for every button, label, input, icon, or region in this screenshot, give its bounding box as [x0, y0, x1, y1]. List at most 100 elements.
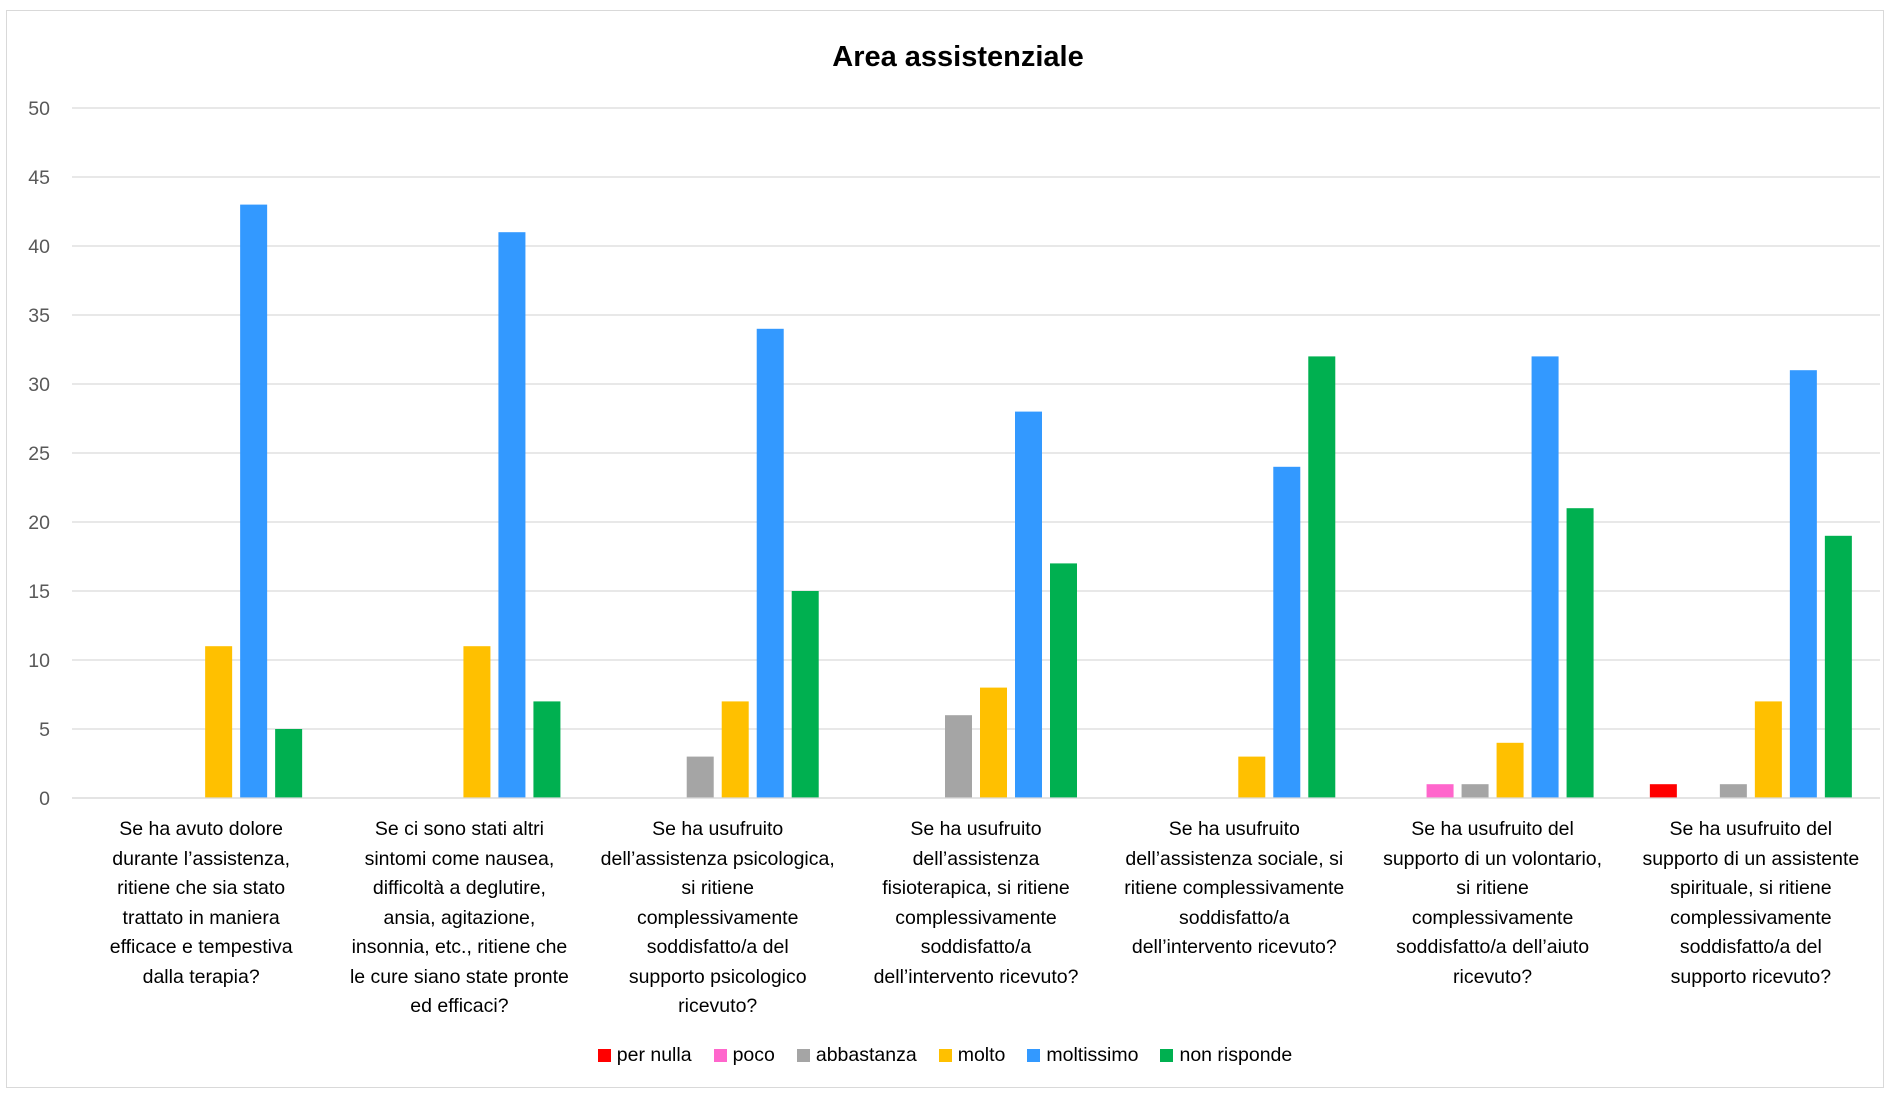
category-label: Se ha usufruito dell’assistenza psicologi…	[578, 815, 858, 1022]
legend-item: molto	[938, 1044, 1006, 1067]
bar-non-risponde-cat-1	[275, 729, 303, 798]
category-label-line: dell’assistenza	[912, 847, 1040, 870]
bar-moltissimo-cat-1	[240, 204, 268, 799]
bars	[72, 204, 1880, 799]
bar-abbastanza-cat-7	[1719, 784, 1747, 798]
legend-item: abbastanza	[796, 1044, 917, 1067]
bar-non-risponde-cat-4	[1050, 563, 1077, 798]
category-label-line: ritiene complessivamente	[1124, 877, 1345, 899]
category-label-line: dell’assistenza psicologica,	[600, 847, 835, 870]
bar-non-risponde-cat-5	[1308, 356, 1336, 798]
bar-abbastanza-cat-4	[945, 715, 972, 798]
category-label: Se ha avuto dolore durante l’assistenza, r…	[61, 815, 341, 992]
category-label-line: insonnia, etc., ritiene che	[351, 936, 568, 958]
legend-label: per nulla	[616, 1044, 692, 1066]
legend-swatch	[713, 1049, 727, 1062]
category-label: Se ha usufruito dell’assistenza sociale, …	[1094, 815, 1374, 963]
category-label-line: durante l’assistenza,	[112, 847, 291, 870]
category-label-line: supporto di un assistente	[1642, 847, 1860, 870]
category-label-line: complessivamente	[1670, 906, 1832, 929]
bar-non-risponde-cat-6	[1566, 508, 1594, 798]
bar-molto-cat-4	[980, 687, 1007, 798]
y-tick-label: 35	[28, 305, 50, 327]
bar-molto-cat-5	[1238, 756, 1266, 798]
category-label-line: ricevuto?	[1453, 965, 1533, 988]
legend-item: per nulla	[597, 1044, 692, 1067]
category-label-line: difficoltà a deglutire,	[372, 877, 546, 899]
y-tick-label: 15	[28, 581, 50, 603]
bar-abbastanza-cat-3	[686, 756, 714, 798]
bar-moltissimo-cat-4	[1015, 411, 1042, 798]
y-axis-tick-labels: 0 5 10 15 20 25 30 35 40 45 50	[28, 98, 50, 810]
legend-item: non risponde	[1160, 1044, 1292, 1067]
category-label-line: soddisfatto/a dell’aiuto	[1396, 936, 1590, 958]
bar-non-risponde-cat-2	[533, 701, 561, 798]
bar-non-risponde-cat-3	[791, 591, 819, 798]
bar-molto-cat-2	[463, 646, 491, 798]
legend-label: abbastanza	[815, 1044, 917, 1066]
category-label-line: si ritiene	[1456, 877, 1529, 899]
category-label-line: efficace e tempestiva	[109, 936, 293, 958]
gridlines	[72, 107, 1880, 799]
category-label-line: ed efficaci?	[410, 995, 509, 1017]
legend-swatch	[796, 1049, 810, 1062]
legend-label: non risponde	[1179, 1044, 1293, 1066]
category-label-line: ricevuto?	[678, 995, 758, 1017]
category-label-line: Se ha usufruito del	[1411, 818, 1574, 840]
category-label-line: soddisfatto/a	[1178, 906, 1290, 929]
category-label: Se ha usufruito del supporto di un assist…	[1611, 815, 1890, 992]
legend: per nulla poco abbastanza molto moltissimo no…	[0, 1044, 1890, 1067]
legend-swatch	[597, 1049, 611, 1062]
category-label-line: dell’intervento ricevuto?	[873, 965, 1079, 988]
y-tick-label: 20	[28, 512, 50, 534]
bar-moltissimo-cat-6	[1531, 356, 1559, 798]
category-label-line: supporto di un volontario,	[1383, 847, 1603, 870]
category-label: Se ci sono stati altri sintomi come nause…	[319, 815, 599, 1022]
category-label-line: ansia, agitazione,	[383, 906, 536, 929]
category-label-line: complessivamente	[895, 906, 1057, 929]
category-label-line: Se ha usufruito	[1168, 818, 1300, 840]
category-label-line: Se ha avuto dolore	[119, 818, 283, 840]
bar-per-nulla-cat-7	[1649, 784, 1677, 798]
y-tick-label: 50	[28, 98, 50, 120]
bar-abbastanza-cat-6	[1461, 784, 1489, 798]
y-tick-label: 45	[28, 167, 50, 189]
y-tick-label: 0	[39, 788, 50, 810]
category-label-line: soddisfatto/a del	[1679, 936, 1822, 958]
category-label-line: complessivamente	[1411, 906, 1574, 929]
chart-title: Area assistenziale	[832, 41, 1083, 73]
legend-item: moltissimo	[1027, 1044, 1138, 1067]
legend-label: poco	[732, 1044, 775, 1066]
category-label-line: dell’assistenza sociale, si	[1125, 847, 1344, 870]
category-label-line: trattato in maniera	[122, 906, 280, 929]
category-label-line: fisioterapica, si ritiene	[882, 877, 1070, 899]
legend-label: moltissimo	[1046, 1044, 1139, 1066]
legend-swatch	[938, 1049, 952, 1062]
category-label-line: si ritiene	[681, 877, 755, 899]
category-label: Se ha usufruito dell’assistenza fisioterap…	[836, 815, 1116, 992]
category-label-line: Se ha usufruito	[910, 818, 1042, 840]
bar-moltissimo-cat-3	[756, 328, 784, 798]
y-tick-label: 10	[28, 650, 50, 672]
legend-swatch	[1027, 1049, 1041, 1062]
y-tick-label: 25	[28, 443, 50, 465]
category-label-line: soddisfatto/a	[920, 936, 1032, 958]
category-label-line: spirituale, si ritiene	[1670, 877, 1832, 899]
y-tick-label: 5	[39, 719, 50, 741]
legend-swatch	[1160, 1049, 1174, 1062]
bar-moltissimo-cat-2	[498, 232, 526, 798]
category-label-line: soddisfatto/a del	[646, 936, 789, 958]
category-label-line: complessivamente	[636, 906, 799, 929]
bar-non-risponde-cat-7	[1824, 535, 1852, 798]
y-tick-label: 30	[28, 374, 50, 396]
bar-moltissimo-cat-5	[1273, 466, 1301, 798]
bar-molto-cat-7	[1754, 701, 1782, 798]
legend-label: molto	[957, 1044, 1006, 1066]
category-label-line: dell’intervento ricevuto?	[1131, 936, 1337, 958]
bar-poco-cat-6	[1426, 784, 1454, 798]
bar-molto-cat-1	[205, 646, 233, 798]
category-label-line: dalla terapia?	[142, 965, 260, 988]
bar-molto-cat-6	[1496, 742, 1524, 798]
category-label: Se ha usufruito del supporto di un volont…	[1353, 815, 1633, 992]
